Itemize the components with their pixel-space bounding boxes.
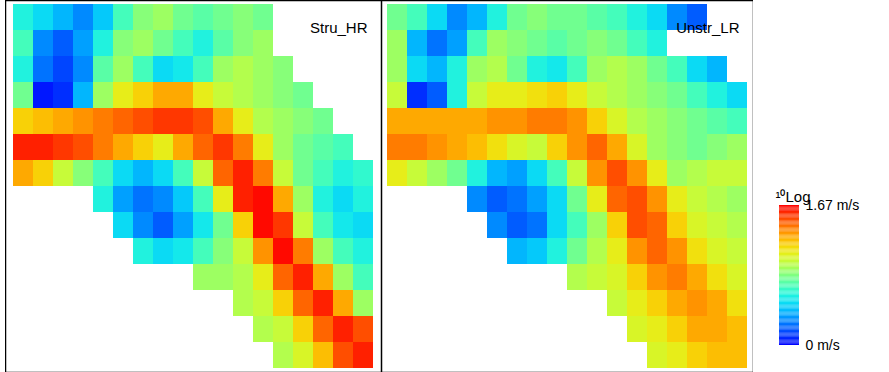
svg-text:0 m/s: 0 m/s [806, 337, 840, 353]
svg-text:¹⁰Log: ¹⁰Log [776, 188, 811, 205]
svg-text:Stru_HR: Stru_HR [310, 19, 368, 36]
svg-text:Unstr_LR: Unstr_LR [676, 19, 740, 36]
svg-text:1.67 m/s: 1.67 m/s [806, 197, 860, 213]
